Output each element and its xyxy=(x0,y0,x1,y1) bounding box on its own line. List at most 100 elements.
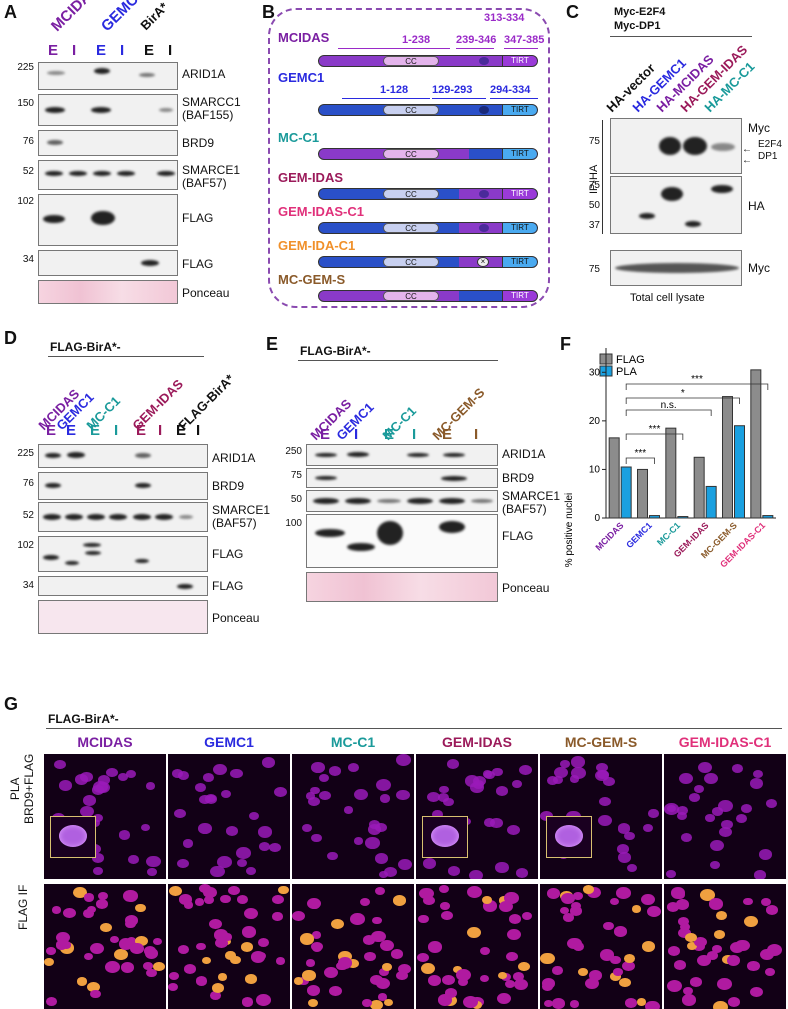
bar-chart: FLAG PLA % positive nuclei 0 10 20 30 MCIDAS… xyxy=(564,348,776,569)
lane-e-5: E xyxy=(442,426,453,443)
construct-mcidas: CC TIRT xyxy=(318,55,538,67)
mw-d-225: 225 xyxy=(17,448,34,459)
header-c-1: Myc-E2F4 xyxy=(614,6,666,18)
construct-name-gemidac1: GEM-IDA-C1 xyxy=(278,238,356,253)
bar-flag-5 xyxy=(750,369,762,519)
blot-c-myc xyxy=(610,118,742,174)
mw-d-102: 102 xyxy=(17,540,34,551)
bar-flag-2 xyxy=(665,427,677,519)
label-c-iph: IP-HA xyxy=(588,164,600,194)
mw-e-250: 250 xyxy=(285,446,302,457)
sig-label-1: *** xyxy=(649,424,661,435)
header-c-2: Myc-DP1 xyxy=(614,20,661,32)
construct-box xyxy=(268,8,550,308)
header-e-mcgems: MC-GEM-S xyxy=(429,384,488,443)
title-e: FLAG-BirA*- xyxy=(300,344,371,358)
label-e-arid1a: ARID1A xyxy=(502,447,546,461)
bar-flag-1 xyxy=(637,468,648,519)
label-d-ponceau: Ponceau xyxy=(212,611,260,625)
bar-pla-4 xyxy=(734,425,745,519)
lane-d-1: E xyxy=(46,422,57,439)
blot-d-flag2 xyxy=(38,576,208,596)
mw-d-76: 76 xyxy=(22,478,34,489)
blot-c-ha xyxy=(610,176,742,234)
flag-if-image-1 xyxy=(168,884,290,1009)
pla-image-5 xyxy=(664,754,786,879)
range-gemc1-3: 294-334 xyxy=(490,84,531,96)
lane-d-6: I xyxy=(158,422,163,439)
mw-e-50: 50 xyxy=(290,494,302,505)
blot-e-flag xyxy=(306,514,498,568)
blot-e-ponceau xyxy=(306,572,498,602)
mw-a-52: 52 xyxy=(22,166,34,177)
label-a-smarce1: SMARCE1 (BAF57) xyxy=(182,163,241,190)
bar-flag-0 xyxy=(608,437,620,519)
row-label-flagif: FLAG IF xyxy=(16,884,30,930)
blot-e-smarce1 xyxy=(306,490,498,512)
blot-a-arid1a xyxy=(38,62,178,90)
panel-label-f: F xyxy=(560,334,571,354)
mw-a-150: 150 xyxy=(17,98,34,109)
x-tick-label-0: MCIDAS xyxy=(593,520,625,552)
blot-a-smarce1 xyxy=(38,160,178,190)
lane-e-3: E xyxy=(384,426,395,443)
y-tick-label: 30 xyxy=(589,367,601,378)
lane-d-3: E xyxy=(90,422,101,439)
bar-flag-4 xyxy=(722,396,733,519)
construct-name-mcidas: MCIDAS xyxy=(278,30,330,45)
flag-if-image-0 xyxy=(44,884,166,1009)
label-c-myc2: Myc xyxy=(748,261,770,275)
construct-gemidasc1: CC TIRT xyxy=(318,222,538,234)
lane-a-6: I xyxy=(168,42,173,59)
legend: FLAG PLA xyxy=(599,353,645,378)
range-mcidas-4: 347-385 xyxy=(504,34,545,46)
mw-c-mid-75: 75 xyxy=(588,180,600,191)
mw-d-52: 52 xyxy=(22,510,34,521)
sig-label-3: * xyxy=(681,388,685,399)
column-header-5: GEM-IDAS-C1 xyxy=(678,734,772,750)
construct-name-gemidasc1: GEM-IDAS-C1 xyxy=(278,204,364,219)
label-e-brd9: BRD9 xyxy=(502,471,535,485)
label-c-dp1: DP1 xyxy=(758,151,778,162)
pla-image-4 xyxy=(540,754,662,879)
blot-d-smarce1 xyxy=(38,502,208,532)
construct-gemidas: CC TIRT xyxy=(318,188,538,200)
mw-c-bot: 75 xyxy=(588,264,600,275)
lane-d-2: E xyxy=(66,422,77,439)
label-d-flag1: FLAG xyxy=(212,547,244,561)
panel-label-d: D xyxy=(4,328,17,348)
mw-e-75: 75 xyxy=(290,470,302,481)
sig-label-0: *** xyxy=(634,448,646,459)
bar-pla-3 xyxy=(705,485,717,519)
blot-a-flag1 xyxy=(38,194,178,246)
range-gemc1-1: 1-128 xyxy=(380,84,409,96)
label-e-smarce1: SMARCE1 (BAF57) xyxy=(502,489,561,516)
mw-c-mid-37: 37 xyxy=(588,220,600,231)
label-e-ponceau: Ponceau xyxy=(502,581,550,595)
pla-image-0 xyxy=(44,754,166,879)
lane-a-5: E xyxy=(144,42,155,59)
header-mcidas: MCIDAS xyxy=(47,0,102,35)
label-c-e2f4: E2F4 xyxy=(758,139,782,150)
construct-gemidac1: CC × TIRT xyxy=(318,256,538,268)
panel-label-e: E xyxy=(266,334,279,354)
label-d-arid1a: ARID1A xyxy=(212,451,256,465)
blot-d-flag1 xyxy=(38,536,208,572)
label-a-smarcc1: SMARCC1 (BAF155) xyxy=(182,95,241,122)
lane-d-7: E xyxy=(176,422,187,439)
mw-a-34: 34 xyxy=(22,254,34,265)
bar-flag-3 xyxy=(693,456,705,519)
row-label-pla: PLA BRD9+FLAG xyxy=(8,753,36,824)
blot-d-arid1a xyxy=(38,444,208,468)
label-c-myc: Myc xyxy=(748,121,770,135)
lane-e-6: I xyxy=(474,426,479,443)
blot-a-brd9 xyxy=(38,130,178,156)
column-header-3: GEM-IDAS xyxy=(442,734,512,750)
mw-c-top: 75 xyxy=(588,136,600,147)
y-tick-label: 20 xyxy=(589,416,601,427)
blot-a-smarcc1 xyxy=(38,94,178,126)
label-c-ha: HA xyxy=(748,199,765,213)
lane-d-4: I xyxy=(114,422,119,439)
label-a-flag2: FLAG xyxy=(182,257,214,271)
